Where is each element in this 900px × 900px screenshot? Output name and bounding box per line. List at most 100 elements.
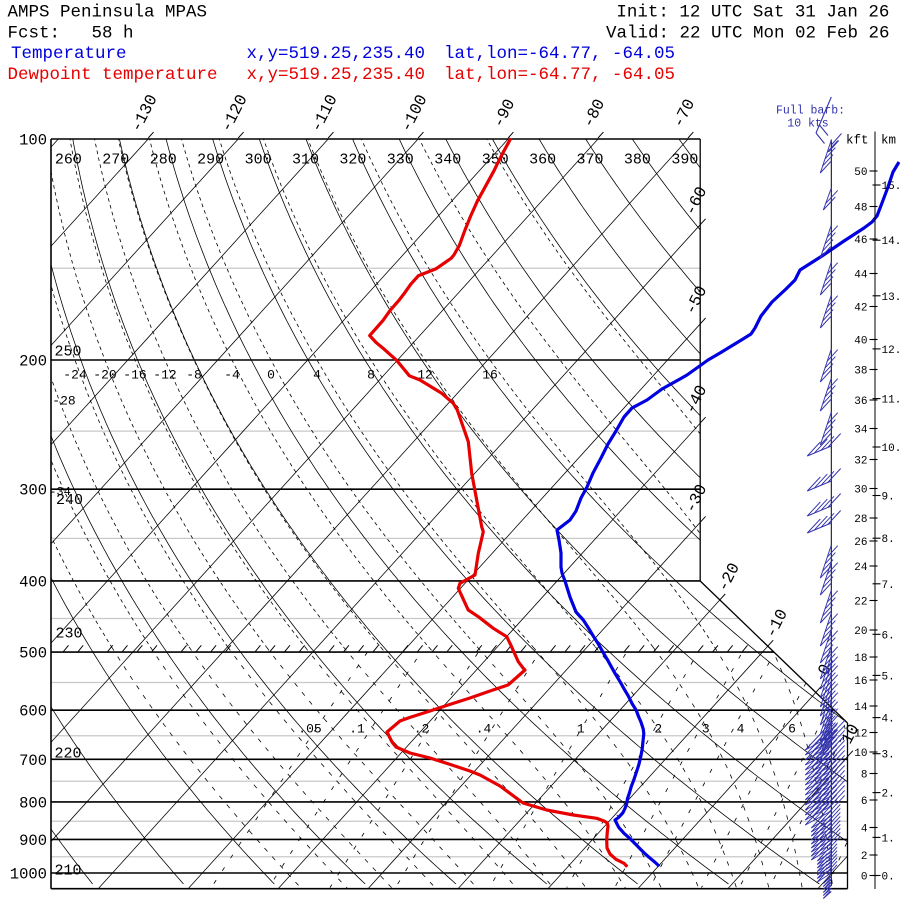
svg-text:10.: 10. <box>882 443 900 455</box>
svg-text:12: 12 <box>417 368 433 383</box>
svg-text:1: 1 <box>577 722 585 737</box>
svg-text:10: 10 <box>854 748 867 760</box>
svg-text:15.: 15. <box>882 181 900 193</box>
svg-text:8: 8 <box>861 770 868 782</box>
svg-text:8: 8 <box>367 368 375 383</box>
svg-text:12: 12 <box>854 729 867 741</box>
svg-text:9.: 9. <box>882 492 895 504</box>
svg-text:210: 210 <box>54 863 81 880</box>
svg-text:0: 0 <box>267 368 275 383</box>
svg-text:2: 2 <box>861 851 868 863</box>
svg-text:lat,lon=-64.77, -64.05: lat,lon=-64.77, -64.05 <box>444 44 675 64</box>
svg-text:330: 330 <box>387 152 414 169</box>
svg-text:320: 320 <box>339 152 366 169</box>
svg-text:38: 38 <box>854 366 867 378</box>
svg-text:220: 220 <box>54 746 81 763</box>
svg-text:-16: -16 <box>123 368 146 383</box>
svg-text:Init: 12 UTC Sat 31 Jan 26: Init: 12 UTC Sat 31 Jan 26 <box>616 3 889 23</box>
svg-text:Fcst: 58 h: Fcst: 58 h <box>8 23 134 43</box>
svg-text:34: 34 <box>854 425 868 437</box>
svg-text:32: 32 <box>854 456 867 468</box>
svg-text:20: 20 <box>854 626 867 638</box>
svg-text:800: 800 <box>19 794 47 812</box>
svg-text:11.: 11. <box>882 395 900 407</box>
svg-text:km: km <box>881 134 896 148</box>
svg-text:270: 270 <box>102 152 129 169</box>
svg-text:46: 46 <box>854 235 867 247</box>
svg-text:100: 100 <box>19 132 47 150</box>
svg-text:600: 600 <box>19 703 47 721</box>
svg-text:AMPS Peninsula MPAS: AMPS Peninsula MPAS <box>8 3 208 23</box>
svg-text:x,y=519.25,235.40: x,y=519.25,235.40 <box>247 44 426 64</box>
svg-text:700: 700 <box>19 752 47 770</box>
svg-text:380: 380 <box>624 152 651 169</box>
svg-text:390: 390 <box>671 152 698 169</box>
svg-text:1.: 1. <box>882 833 895 845</box>
svg-text:12.: 12. <box>882 345 900 357</box>
svg-text:360: 360 <box>529 152 556 169</box>
svg-text:4: 4 <box>737 722 745 737</box>
svg-text:42: 42 <box>854 303 867 315</box>
svg-text:36: 36 <box>854 396 867 408</box>
svg-text:Full barb:: Full barb: <box>776 105 845 118</box>
svg-text:-12: -12 <box>153 368 176 383</box>
svg-text:400: 400 <box>19 573 47 591</box>
svg-text:500: 500 <box>19 645 47 663</box>
svg-text:.4: .4 <box>476 722 492 737</box>
svg-text:1000: 1000 <box>10 866 47 884</box>
svg-text:16: 16 <box>482 368 498 383</box>
svg-text:3: 3 <box>702 722 710 737</box>
svg-text:-20: -20 <box>93 368 116 383</box>
svg-text:x,y=519.25,235.40: x,y=519.25,235.40 <box>247 65 426 85</box>
svg-text:16: 16 <box>854 676 867 688</box>
svg-text:.2: .2 <box>414 722 430 737</box>
svg-text:18: 18 <box>854 653 867 665</box>
svg-text:kft: kft <box>846 134 869 148</box>
svg-text:26: 26 <box>854 537 867 549</box>
svg-text:6: 6 <box>788 722 796 737</box>
svg-text:370: 370 <box>576 152 603 169</box>
svg-text:Valid: 22 UTC Mon 02 Feb 26: Valid: 22 UTC Mon 02 Feb 26 <box>606 23 890 43</box>
svg-text:230: 230 <box>55 626 82 643</box>
svg-text:-8: -8 <box>186 368 202 383</box>
svg-text:4.: 4. <box>882 714 895 726</box>
svg-text:7.: 7. <box>882 580 895 592</box>
svg-text:280: 280 <box>150 152 177 169</box>
svg-text:28: 28 <box>854 514 867 526</box>
svg-text:250: 250 <box>54 344 81 361</box>
svg-text:3.: 3. <box>882 750 895 762</box>
svg-text:260: 260 <box>55 152 82 169</box>
svg-text:340: 340 <box>434 152 461 169</box>
svg-text:Temperature: Temperature <box>11 44 127 64</box>
svg-text:6: 6 <box>861 796 868 808</box>
svg-text:0.: 0. <box>882 872 895 884</box>
svg-text:8.: 8. <box>882 534 895 546</box>
svg-text:4: 4 <box>313 368 321 383</box>
svg-text:5.: 5. <box>882 671 895 683</box>
svg-text:30: 30 <box>854 485 867 497</box>
svg-text:240: 240 <box>56 492 83 509</box>
svg-text:-28: -28 <box>52 394 75 409</box>
svg-text:290: 290 <box>197 152 224 169</box>
svg-text:40: 40 <box>854 336 867 348</box>
svg-text:200: 200 <box>19 353 47 371</box>
svg-text:300: 300 <box>19 482 47 500</box>
svg-text:13.: 13. <box>882 292 900 304</box>
svg-text:4: 4 <box>861 824 868 836</box>
svg-text:44: 44 <box>854 270 868 282</box>
svg-text:.1: .1 <box>349 722 365 737</box>
svg-text:lat,lon=-64.77, -64.05: lat,lon=-64.77, -64.05 <box>444 65 675 85</box>
svg-text:6.: 6. <box>882 630 895 642</box>
svg-text:48: 48 <box>854 203 867 215</box>
svg-text:0: 0 <box>861 872 868 884</box>
svg-text:-4: -4 <box>224 368 240 383</box>
svg-text:14.: 14. <box>882 236 900 248</box>
svg-text:310: 310 <box>292 152 319 169</box>
svg-text:900: 900 <box>19 832 47 850</box>
svg-text:300: 300 <box>245 152 272 169</box>
svg-text:22: 22 <box>854 597 867 609</box>
svg-text:-34: -34 <box>49 485 71 499</box>
svg-text:Dewpoint temperature: Dewpoint temperature <box>8 65 218 85</box>
svg-text:24: 24 <box>854 562 868 574</box>
svg-text:2.: 2. <box>882 789 895 801</box>
